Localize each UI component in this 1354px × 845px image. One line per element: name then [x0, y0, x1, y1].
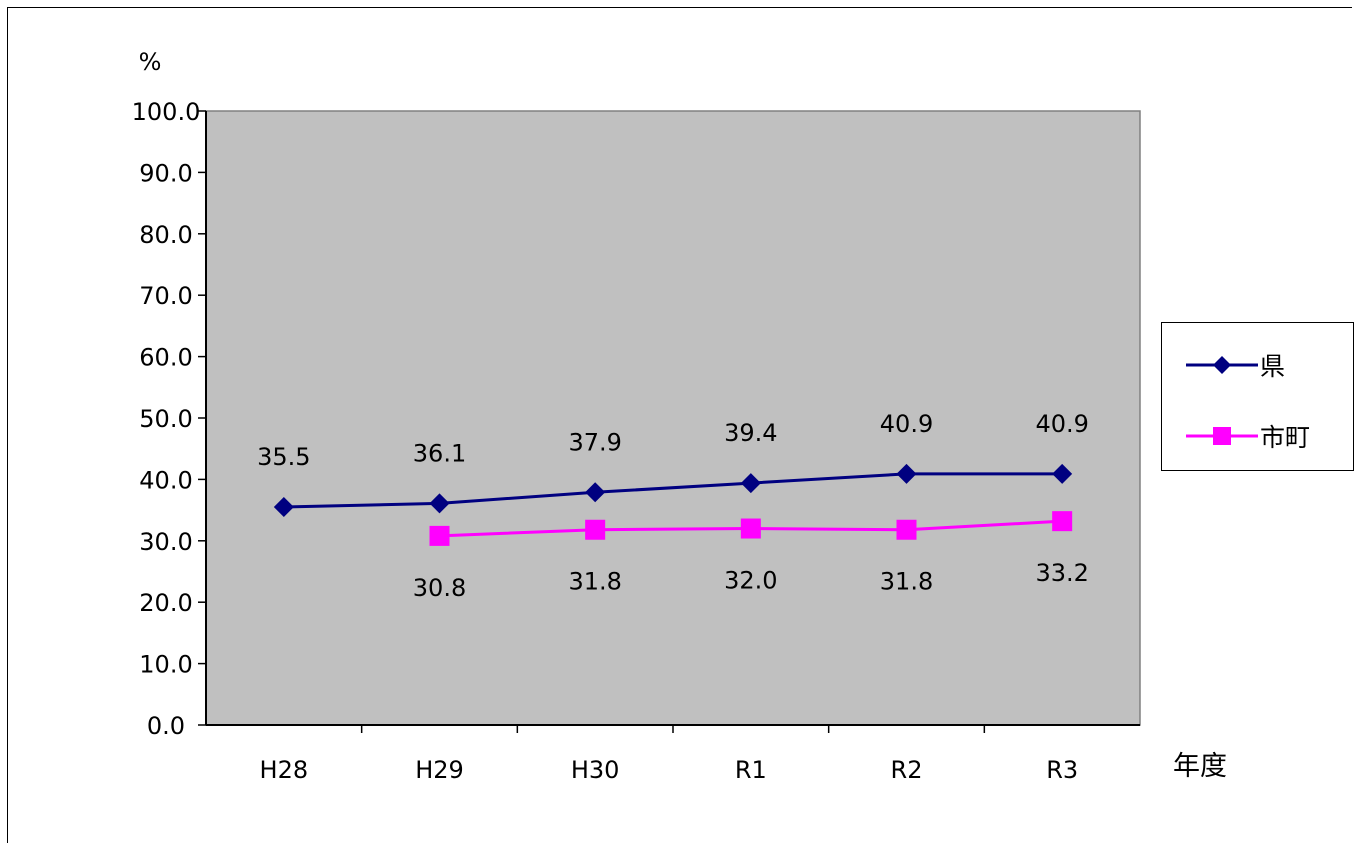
data-label: 31.8 — [568, 568, 621, 596]
y-tick-label: 40.0 — [139, 466, 192, 494]
data-label: 31.8 — [880, 568, 933, 596]
legend-label-shicho: 市町 — [1260, 423, 1311, 452]
data-label: 40.9 — [880, 410, 933, 438]
data-label: 35.5 — [257, 443, 310, 471]
data-point — [585, 519, 606, 540]
legend-label-ken: 県 — [1260, 352, 1286, 381]
x-tick-label: H28 — [260, 756, 309, 784]
square-marker-icon — [1186, 427, 1258, 445]
x-tick-label: R3 — [1046, 756, 1078, 784]
data-label: 36.1 — [413, 439, 466, 467]
data-label: 37.9 — [568, 428, 621, 456]
x-tick-label: R1 — [735, 756, 767, 784]
y-tick-label: 60.0 — [139, 344, 192, 372]
data-label: 30.8 — [413, 574, 466, 602]
data-label: 39.4 — [724, 419, 777, 447]
data-point — [429, 525, 450, 546]
series-1: 30.8 31.8 32.0 31.8 33.2 — [413, 511, 1089, 602]
data-point — [740, 473, 761, 494]
y-tick-label: 50.0 — [139, 405, 192, 433]
x-tick-label: H29 — [415, 756, 464, 784]
data-point — [740, 518, 761, 539]
x-axis-ticks: H28 H29 H30 R1 R2 R3 — [260, 725, 1078, 784]
series-line-0 — [283, 472, 1063, 509]
diamond-marker-icon — [1186, 356, 1258, 374]
x-tick-label: R2 — [891, 756, 923, 784]
series-layer: 35.5 36.1 37.9 39.4 40.9 40.9 30.8 31.8 32.0 31.8… — [257, 410, 1089, 602]
data-point — [585, 482, 606, 503]
y-tick-label: 10.0 — [139, 651, 192, 679]
data-point — [896, 519, 917, 540]
legend-item-shicho: 市町 — [1186, 419, 1310, 453]
y-axis-ticks: 100.0 90.0 80.0 70.0 60.0 50.0 40.0 30.0 20.0 10.… — [132, 98, 206, 740]
legend-item-ken: 県 — [1186, 348, 1285, 382]
x-tick-label: H30 — [571, 756, 620, 784]
y-tick-label: 100.0 — [132, 98, 201, 126]
y-tick-label: 20.0 — [139, 589, 192, 617]
data-point — [429, 493, 450, 514]
data-point — [1052, 511, 1073, 532]
y-tick-label: 30.0 — [139, 528, 192, 556]
y-axis-title: % — [139, 48, 162, 76]
legend: 県 市町 — [1161, 322, 1354, 471]
y-tick-label: 80.0 — [139, 221, 192, 249]
data-label: 32.0 — [724, 567, 777, 595]
data-point — [1052, 463, 1073, 484]
series-0: 35.5 36.1 37.9 39.4 40.9 40.9 — [257, 410, 1089, 518]
plot-area — [205, 110, 1141, 726]
x-axis-title: 年度 — [1173, 751, 1227, 782]
data-label: 33.2 — [1035, 559, 1088, 587]
y-tick-label: 90.0 — [139, 159, 192, 187]
data-point — [896, 463, 917, 484]
y-tick-label: 0.0 — [147, 712, 185, 740]
data-point — [273, 497, 294, 518]
data-label: 40.9 — [1035, 410, 1088, 438]
y-tick-label: 70.0 — [139, 282, 192, 310]
